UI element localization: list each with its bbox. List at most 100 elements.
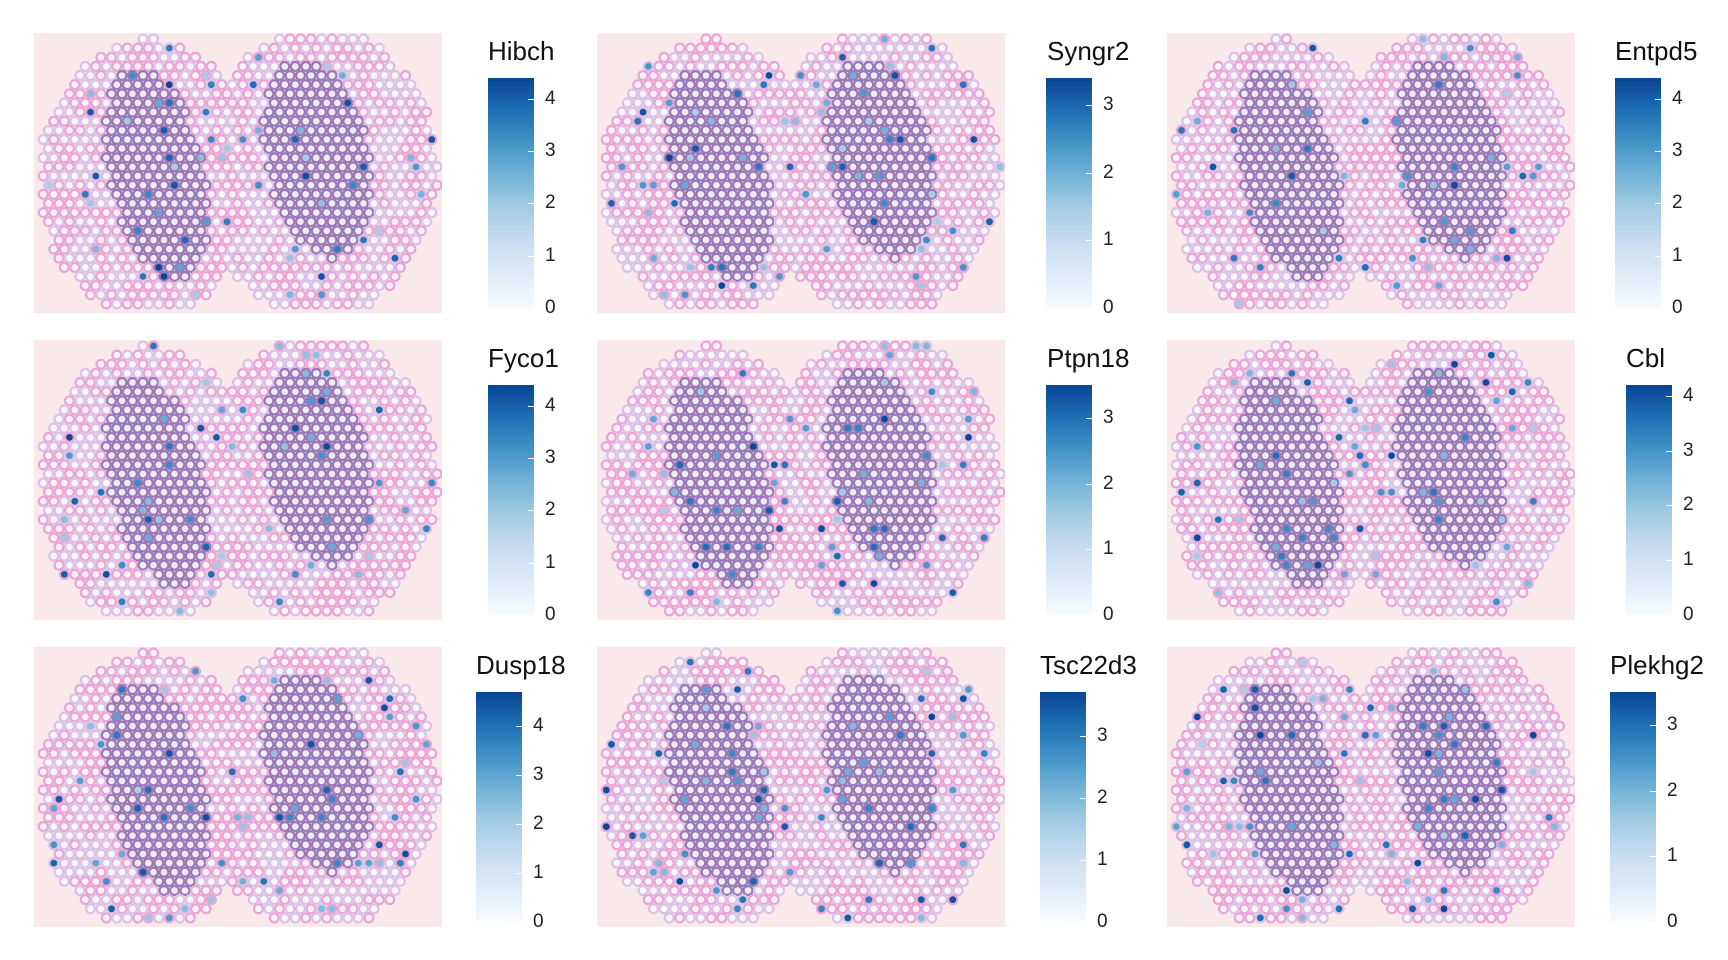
capture-spot — [828, 72, 836, 79]
capture-spot — [687, 191, 694, 198]
capture-spot — [1335, 108, 1343, 116]
capture-spot — [944, 218, 951, 225]
capture-spot — [229, 81, 236, 88]
capture-spot — [1314, 54, 1322, 61]
capture-spot — [197, 63, 205, 70]
capture-spot — [1456, 44, 1464, 52]
capture-spot — [176, 154, 184, 162]
capture-spot — [1477, 81, 1485, 88]
capture-spot — [160, 291, 168, 299]
capture-spot — [145, 44, 152, 52]
capture-spot — [802, 63, 810, 70]
legend-title: Hibch — [488, 36, 555, 66]
capture-spot — [1509, 63, 1516, 70]
capture-spot — [323, 99, 331, 107]
capture-spot — [729, 191, 736, 198]
capture-spot — [1472, 35, 1479, 43]
capture-spot — [87, 273, 94, 280]
capture-spot — [954, 218, 962, 225]
capture-spot — [1241, 163, 1248, 171]
capture-spot — [813, 99, 820, 107]
capture-spot — [103, 154, 110, 162]
capture-spot — [1183, 136, 1191, 143]
expression-spot — [1193, 117, 1201, 125]
capture-spot — [108, 273, 115, 280]
capture-spot — [844, 44, 852, 52]
capture-spot — [960, 227, 967, 235]
capture-spot — [50, 191, 58, 198]
capture-spot — [307, 145, 315, 152]
capture-spot — [1451, 145, 1458, 152]
capture-spot — [355, 44, 362, 52]
capture-spot — [645, 117, 652, 125]
capture-spot — [134, 44, 142, 52]
capture-spot — [634, 245, 642, 253]
expression-spot — [644, 63, 652, 70]
capture-spot — [365, 282, 373, 289]
capture-spot — [624, 172, 631, 180]
capture-spot — [124, 99, 131, 107]
capture-spot — [334, 227, 341, 235]
capture-spot — [50, 117, 58, 125]
capture-spot — [1320, 117, 1327, 125]
capture-spot — [145, 81, 152, 88]
capture-spot — [912, 200, 920, 207]
capture-spot — [334, 191, 341, 198]
capture-spot — [1309, 117, 1317, 125]
capture-spot — [624, 227, 631, 235]
capture-spot — [944, 273, 951, 280]
expression-spot — [854, 172, 862, 180]
capture-spot — [876, 117, 883, 125]
capture-spot — [1188, 127, 1196, 134]
capture-spot — [302, 63, 310, 70]
capture-spot — [1498, 99, 1506, 107]
capture-spot — [376, 172, 383, 180]
capture-spot — [655, 245, 663, 253]
capture-spot — [881, 181, 888, 189]
capture-spot — [907, 63, 915, 70]
capture-spot — [66, 127, 73, 134]
capture-spot — [328, 145, 336, 152]
capture-spot — [650, 145, 657, 152]
capture-spot — [1220, 127, 1227, 134]
capture-spot — [702, 108, 710, 116]
capture-spot — [1414, 81, 1422, 88]
capture-spot — [181, 163, 189, 171]
capture-spot — [860, 108, 867, 116]
capture-spot — [1199, 90, 1206, 98]
capture-spot — [734, 163, 741, 171]
capture-spot — [365, 264, 373, 271]
capture-spot — [1461, 127, 1469, 134]
capture-spot — [376, 117, 383, 125]
capture-spot — [744, 273, 752, 280]
capture-spot — [76, 90, 84, 98]
capture-spot — [276, 254, 283, 262]
capture-spot — [692, 200, 699, 207]
capture-spot — [1414, 44, 1422, 52]
capture-spot — [802, 136, 810, 143]
capture-spot — [365, 44, 373, 52]
capture-spot — [818, 90, 825, 98]
capture-spot — [839, 254, 846, 262]
capture-spot — [286, 35, 294, 43]
capture-spot — [265, 90, 273, 98]
capture-spot — [328, 200, 336, 207]
capture-spot — [187, 264, 194, 271]
capture-spot — [624, 117, 631, 125]
capture-spot — [907, 282, 915, 289]
legend-tick-mark — [1086, 105, 1092, 107]
capture-spot — [1220, 145, 1227, 152]
capture-spot — [797, 200, 804, 207]
expression-spot — [139, 273, 147, 280]
capture-spot — [1246, 99, 1254, 107]
capture-spot — [708, 99, 715, 107]
capture-spot — [655, 172, 663, 180]
capture-spot — [823, 264, 831, 271]
capture-spot — [687, 136, 694, 143]
capture-spot — [1535, 127, 1542, 134]
legend-tick-mark — [1086, 172, 1092, 174]
capture-spot — [792, 264, 799, 271]
capture-spot — [1367, 90, 1374, 98]
capture-spot — [1461, 35, 1469, 43]
capture-spot — [666, 117, 673, 125]
